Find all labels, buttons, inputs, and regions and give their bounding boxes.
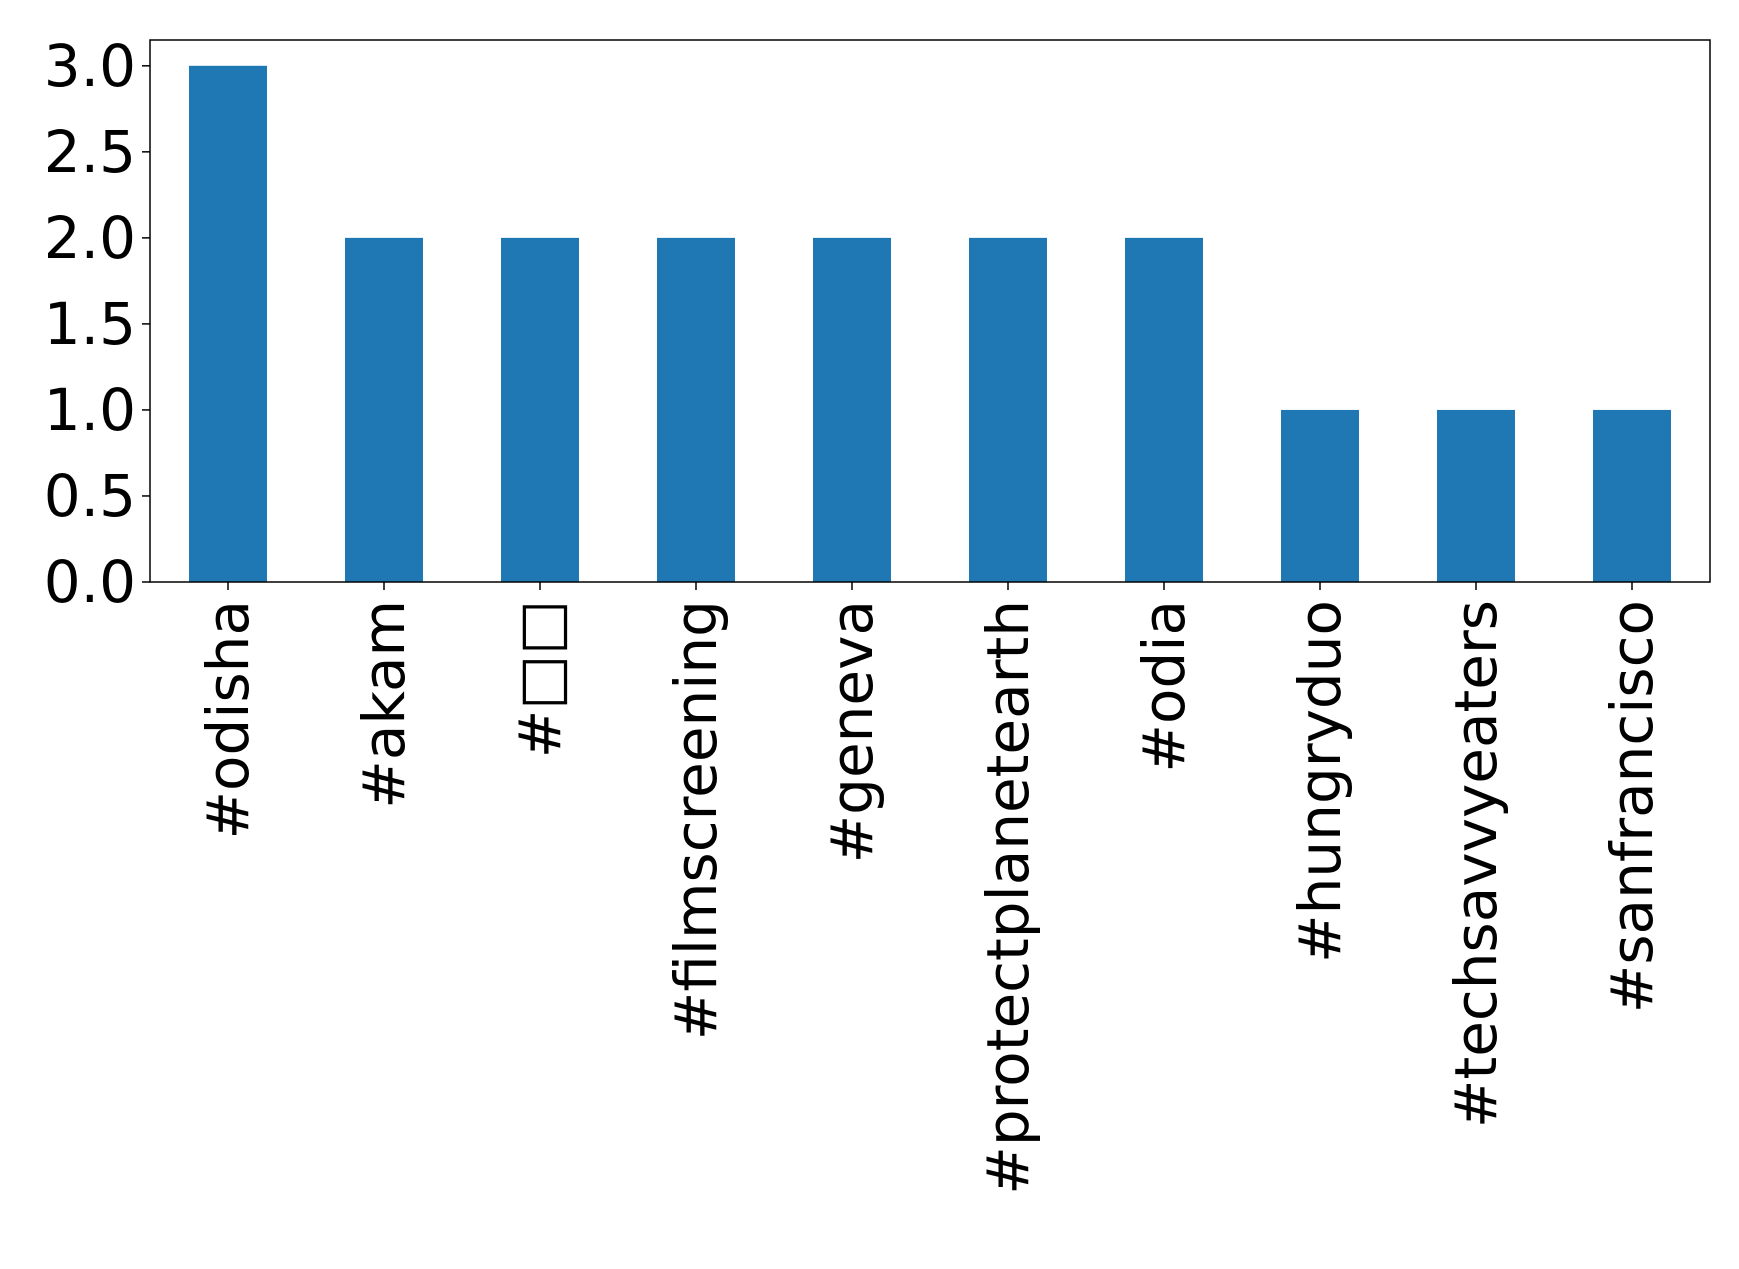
bar-9	[1593, 409, 1671, 582]
bar-3	[657, 237, 735, 582]
y-tick-label-2: 1.0	[44, 376, 136, 444]
bar-1	[345, 237, 423, 582]
x-tick-label-9: #sanfrancisco	[1598, 600, 1666, 1013]
x-tick-label-5: #protectplanetearth	[974, 600, 1042, 1195]
x-tick-label-2: #□□	[506, 600, 574, 758]
x-tick-label-8: #techsavvyeaters	[1442, 600, 1510, 1128]
x-tick-label-0: #odisha	[194, 600, 262, 840]
x-tick-label-6: #odia	[1130, 600, 1198, 773]
x-tick-label-3: #filmscreening	[662, 600, 730, 1040]
bar-0	[189, 65, 267, 583]
y-tick-label-0: 0.0	[44, 548, 136, 616]
bar-4	[813, 237, 891, 582]
bar-6	[1125, 237, 1203, 582]
y-tick-label-5: 2.5	[44, 118, 136, 186]
y-axis: 0.0 0.5 1.0 1.5 2.0 2.5 3.0	[44, 32, 150, 616]
bar-7	[1281, 409, 1359, 582]
y-tick-label-4: 2.0	[44, 204, 136, 272]
bar-5	[969, 237, 1047, 582]
plot-frame	[149, 39, 1711, 583]
x-tick-label-4: #geneva	[818, 600, 886, 863]
y-tick-label-3: 1.5	[44, 290, 136, 358]
x-tick-label-7: #hungryduo	[1286, 600, 1354, 963]
bar-8	[1437, 409, 1515, 582]
bars-group	[189, 65, 1671, 583]
x-tick-label-1: #akam	[350, 600, 418, 809]
y-tick-label-6: 3.0	[44, 32, 136, 100]
bar-2	[501, 237, 579, 582]
y-tick-label-1: 0.5	[44, 462, 136, 530]
x-axis: #odisha #akam #□□ #filmscreening #geneva #pro…	[194, 582, 1666, 1195]
